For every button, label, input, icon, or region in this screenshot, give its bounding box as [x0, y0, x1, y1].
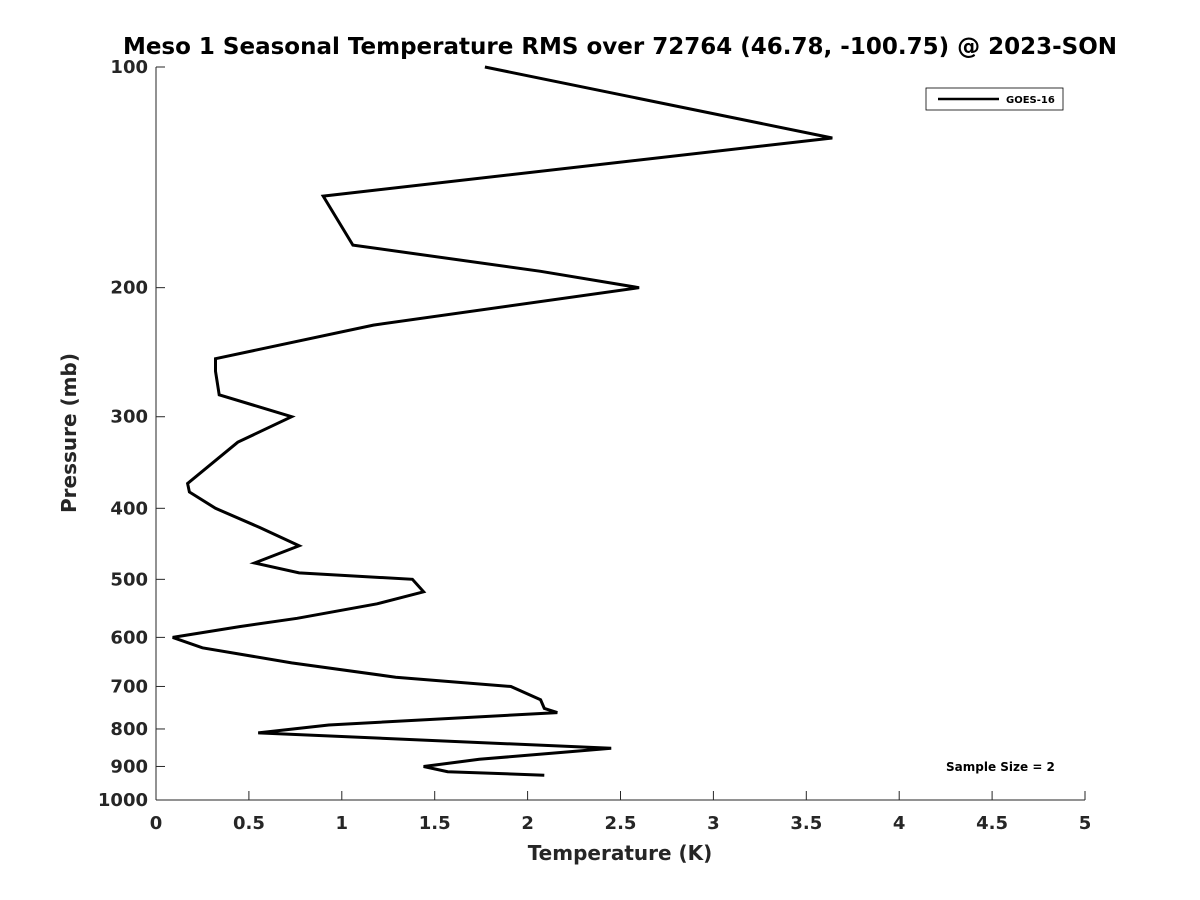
x-ticks: 0 0.5 1 1.5 2 2.5 3 3.5 4 4.5 5 — [150, 791, 1092, 834]
x-tick-label: 3.5 — [790, 813, 822, 834]
y-tick-label: 300 — [110, 407, 148, 428]
y-tick-label: 500 — [110, 569, 148, 590]
legend-label: GOES-16 — [1006, 95, 1055, 106]
y-tick-label: 600 — [110, 627, 148, 648]
y-ticks: 100 200 300 400 500 600 700 800 900 1000 — [98, 57, 165, 811]
x-tick-label: 4.5 — [976, 813, 1008, 834]
x-tick-label: 5 — [1079, 813, 1092, 834]
y-axis-label: Pressure (mb) — [57, 353, 81, 513]
x-tick-label: 2 — [521, 813, 534, 834]
x-tick-label: 2.5 — [605, 813, 637, 834]
x-tick-label: 3 — [707, 813, 720, 834]
x-tick-label: 1.5 — [419, 813, 451, 834]
x-axis-label: Temperature (K) — [528, 841, 713, 865]
y-tick-label: 700 — [110, 676, 148, 697]
x-tick-label: 1 — [336, 813, 349, 834]
x-tick-label: 0.5 — [233, 813, 265, 834]
y-tick-label: 100 — [110, 57, 148, 78]
series-line-goes-16 — [172, 65, 833, 777]
y-tick-label: 1000 — [98, 790, 148, 811]
y-tick-label: 400 — [110, 498, 148, 519]
legend: GOES-16 — [925, 87, 1064, 111]
y-tick-label: 800 — [110, 719, 148, 740]
x-tick-label: 0 — [150, 813, 163, 834]
chart-title: Meso 1 Seasonal Temperature RMS over 727… — [123, 34, 1117, 60]
y-tick-label: 900 — [110, 756, 148, 777]
y-tick-label: 200 — [110, 278, 148, 299]
x-tick-label: 4 — [893, 813, 906, 834]
series-lines — [172, 65, 833, 777]
sample-size-annotation: Sample Size = 2 — [946, 760, 1055, 774]
